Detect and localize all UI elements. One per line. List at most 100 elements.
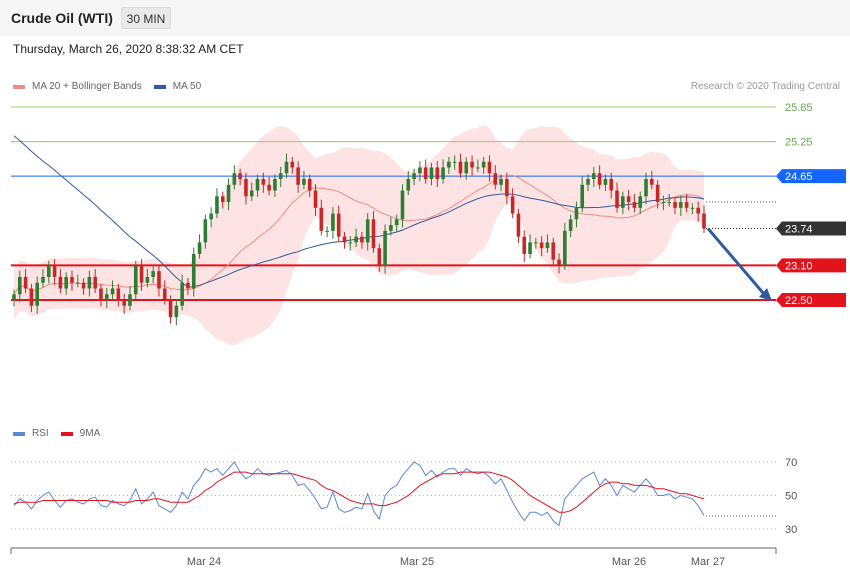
candle-body <box>139 265 144 283</box>
price-tag-bg <box>776 221 846 236</box>
candle-body <box>493 173 498 185</box>
candle-body <box>650 179 654 185</box>
candle-body <box>133 265 138 295</box>
legend-main: MA 20 + Bollinger Bands MA 50 <box>13 81 201 92</box>
candle-body <box>122 300 126 306</box>
candle-body <box>394 219 399 226</box>
candle-body <box>75 282 80 284</box>
price-tag-bg <box>776 258 846 273</box>
rsi-series-rsi <box>13 461 705 527</box>
credit-text: Research © 2020 Trading Central <box>690 81 840 92</box>
candle-body <box>162 288 167 300</box>
candle-body <box>41 276 45 283</box>
candle-body <box>220 196 225 203</box>
price-tag-bg <box>776 169 846 184</box>
candle-body <box>580 184 585 208</box>
candle-body <box>574 207 579 220</box>
x-axis-label: Mar 27 <box>691 556 725 568</box>
candle-body <box>400 190 405 220</box>
candle-body <box>46 265 51 277</box>
candle-body <box>197 242 202 254</box>
rsi-tick-label: 30 <box>785 524 797 536</box>
candle-body <box>238 173 242 180</box>
candle-body <box>499 179 503 185</box>
candle-body <box>278 173 283 180</box>
candle-body <box>429 167 434 180</box>
candle-body <box>342 236 347 243</box>
candle-body <box>690 207 695 209</box>
candle-body <box>244 179 248 197</box>
candle-body <box>360 236 364 243</box>
candle-body <box>684 202 689 208</box>
candle-body <box>615 190 619 208</box>
candle-body <box>29 288 34 306</box>
candle-body <box>592 173 596 180</box>
candle-body <box>58 276 63 289</box>
legend-rsi-swatch <box>13 431 25 436</box>
candle-body <box>452 161 457 163</box>
candle-body <box>470 161 474 168</box>
candle-body <box>319 207 324 231</box>
candle-body <box>215 196 219 214</box>
candle-body <box>70 276 74 283</box>
candle-body <box>638 196 643 208</box>
price-tag-22.50: 22.50 <box>776 293 846 307</box>
candle-body <box>423 167 428 180</box>
candle-body <box>17 276 22 295</box>
candle-body <box>487 161 492 174</box>
candle-body <box>354 236 358 243</box>
candle-body <box>313 190 318 208</box>
candle-body <box>516 213 521 237</box>
timestamp: Thursday, March 26, 2020 8:38:32 AM CET <box>13 42 244 56</box>
candle-body <box>174 305 179 318</box>
candle-body <box>586 179 590 185</box>
candle-body <box>104 294 109 300</box>
candle-body <box>203 219 208 243</box>
bollinger-band <box>14 125 704 346</box>
candle-body <box>168 300 173 318</box>
price-tag-text: 25.85 <box>785 102 813 114</box>
ma20-line <box>13 174 705 295</box>
price-tag-text: 23.10 <box>785 260 813 272</box>
candle-body <box>64 276 68 289</box>
candle-body <box>325 230 329 232</box>
rsi-tick-label: 70 <box>785 457 797 469</box>
candle-body <box>603 179 608 185</box>
forecast-arrowhead <box>759 288 772 301</box>
candle-body <box>441 167 445 180</box>
price-tag-text: 23.74 <box>785 224 813 236</box>
price-tag-text: 25.25 <box>785 137 813 149</box>
price-tag-text: 22.50 <box>785 295 813 307</box>
candle-body <box>447 161 451 168</box>
x-axis-label: Mar 25 <box>400 556 434 568</box>
candle-body <box>534 242 538 244</box>
price-tag-23.74: 23.74 <box>776 221 846 236</box>
candle-body <box>296 167 300 185</box>
candle-body <box>702 213 706 229</box>
rsi-tick-label: 50 <box>785 491 797 503</box>
candle-body <box>93 276 97 289</box>
candle-body <box>116 288 121 300</box>
x-axis-label: Mar 24 <box>187 556 221 568</box>
candle-body <box>302 179 306 185</box>
candle-body <box>255 179 260 191</box>
candle-body <box>12 294 16 300</box>
candle-body <box>621 196 625 208</box>
candle-body <box>568 219 573 231</box>
timeframe-button[interactable]: 30 MIN <box>121 7 171 29</box>
candle-body <box>551 242 556 260</box>
candle-body <box>476 167 480 169</box>
candle-body <box>412 173 416 180</box>
candle-body <box>365 219 370 243</box>
candle-body <box>35 282 39 306</box>
candle-body <box>435 167 440 180</box>
price-tag-23.10: 23.10 <box>776 258 846 273</box>
candle-body <box>209 213 213 220</box>
legend-ma50-swatch <box>153 84 166 89</box>
candle-body <box>609 179 614 191</box>
candle-body <box>563 230 567 266</box>
candle-body <box>348 242 353 244</box>
price-tag-bg <box>776 293 846 307</box>
candle-body <box>522 236 527 254</box>
